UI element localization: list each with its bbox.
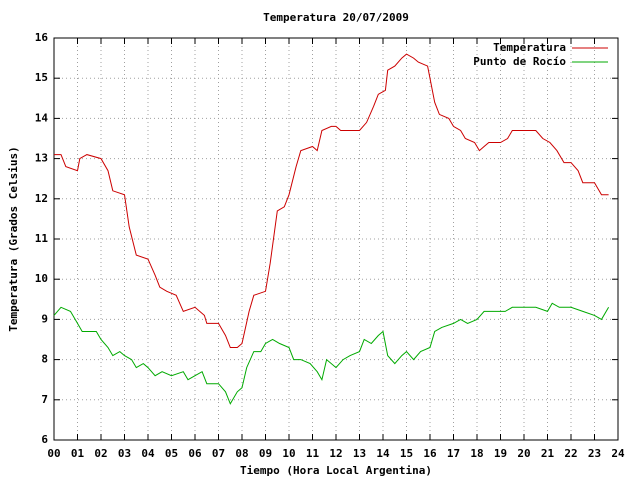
x-tick-label: 01: [71, 447, 85, 460]
x-tick-label: 23: [588, 447, 601, 460]
series-line: [54, 53, 609, 348]
y-tick-label: 6: [41, 433, 48, 446]
x-tick-label: 15: [400, 447, 413, 460]
x-axis-label: Tiempo (Hora Local Argentina): [240, 464, 432, 477]
legend-label: Punto de Rocío: [473, 55, 566, 68]
x-tick-label: 07: [212, 447, 225, 460]
y-tick-label: 14: [35, 111, 49, 124]
x-tick-label: 14: [376, 447, 390, 460]
x-tick-label: 11: [306, 447, 320, 460]
x-tick-label: 08: [235, 447, 248, 460]
y-tick-label: 15: [35, 71, 48, 84]
x-tick-label: 22: [564, 447, 577, 460]
x-tick-label: 13: [353, 447, 366, 460]
y-tick-label: 10: [35, 272, 48, 285]
y-tick-label: 12: [35, 192, 48, 205]
x-tick-label: 21: [541, 447, 555, 460]
x-tick-label: 20: [517, 447, 530, 460]
x-tick-label: 05: [165, 447, 178, 460]
x-tick-label: 00: [47, 447, 60, 460]
y-tick-label: 16: [35, 31, 49, 44]
x-tick-label: 02: [94, 447, 107, 460]
plot-frame: [53, 37, 619, 441]
y-tick-label: 7: [41, 393, 48, 406]
x-tick-label: 03: [118, 447, 131, 460]
y-tick-label: 8: [41, 353, 48, 366]
chart-title: Temperatura 20/07/2009: [263, 11, 409, 24]
y-axis-label: Temperatura (Grados Celsius): [7, 146, 20, 331]
legend-label: Temperatura: [493, 41, 566, 54]
x-tick-label: 10: [282, 447, 295, 460]
x-tick-label: 16: [423, 447, 437, 460]
x-tick-label: 06: [188, 447, 202, 460]
x-tick-label: 24: [611, 447, 625, 460]
x-tick-label: 04: [141, 447, 155, 460]
x-tick-label: 12: [329, 447, 342, 460]
y-tick-label: 9: [41, 312, 48, 325]
series-line: [53, 302, 610, 405]
y-tick-label: 11: [35, 232, 49, 245]
y-tick-label: 13: [35, 152, 48, 165]
x-tick-label: 17: [447, 447, 460, 460]
x-tick-label: 09: [259, 447, 272, 460]
x-tick-label: 18: [470, 447, 483, 460]
x-tick-label: 19: [494, 447, 507, 460]
